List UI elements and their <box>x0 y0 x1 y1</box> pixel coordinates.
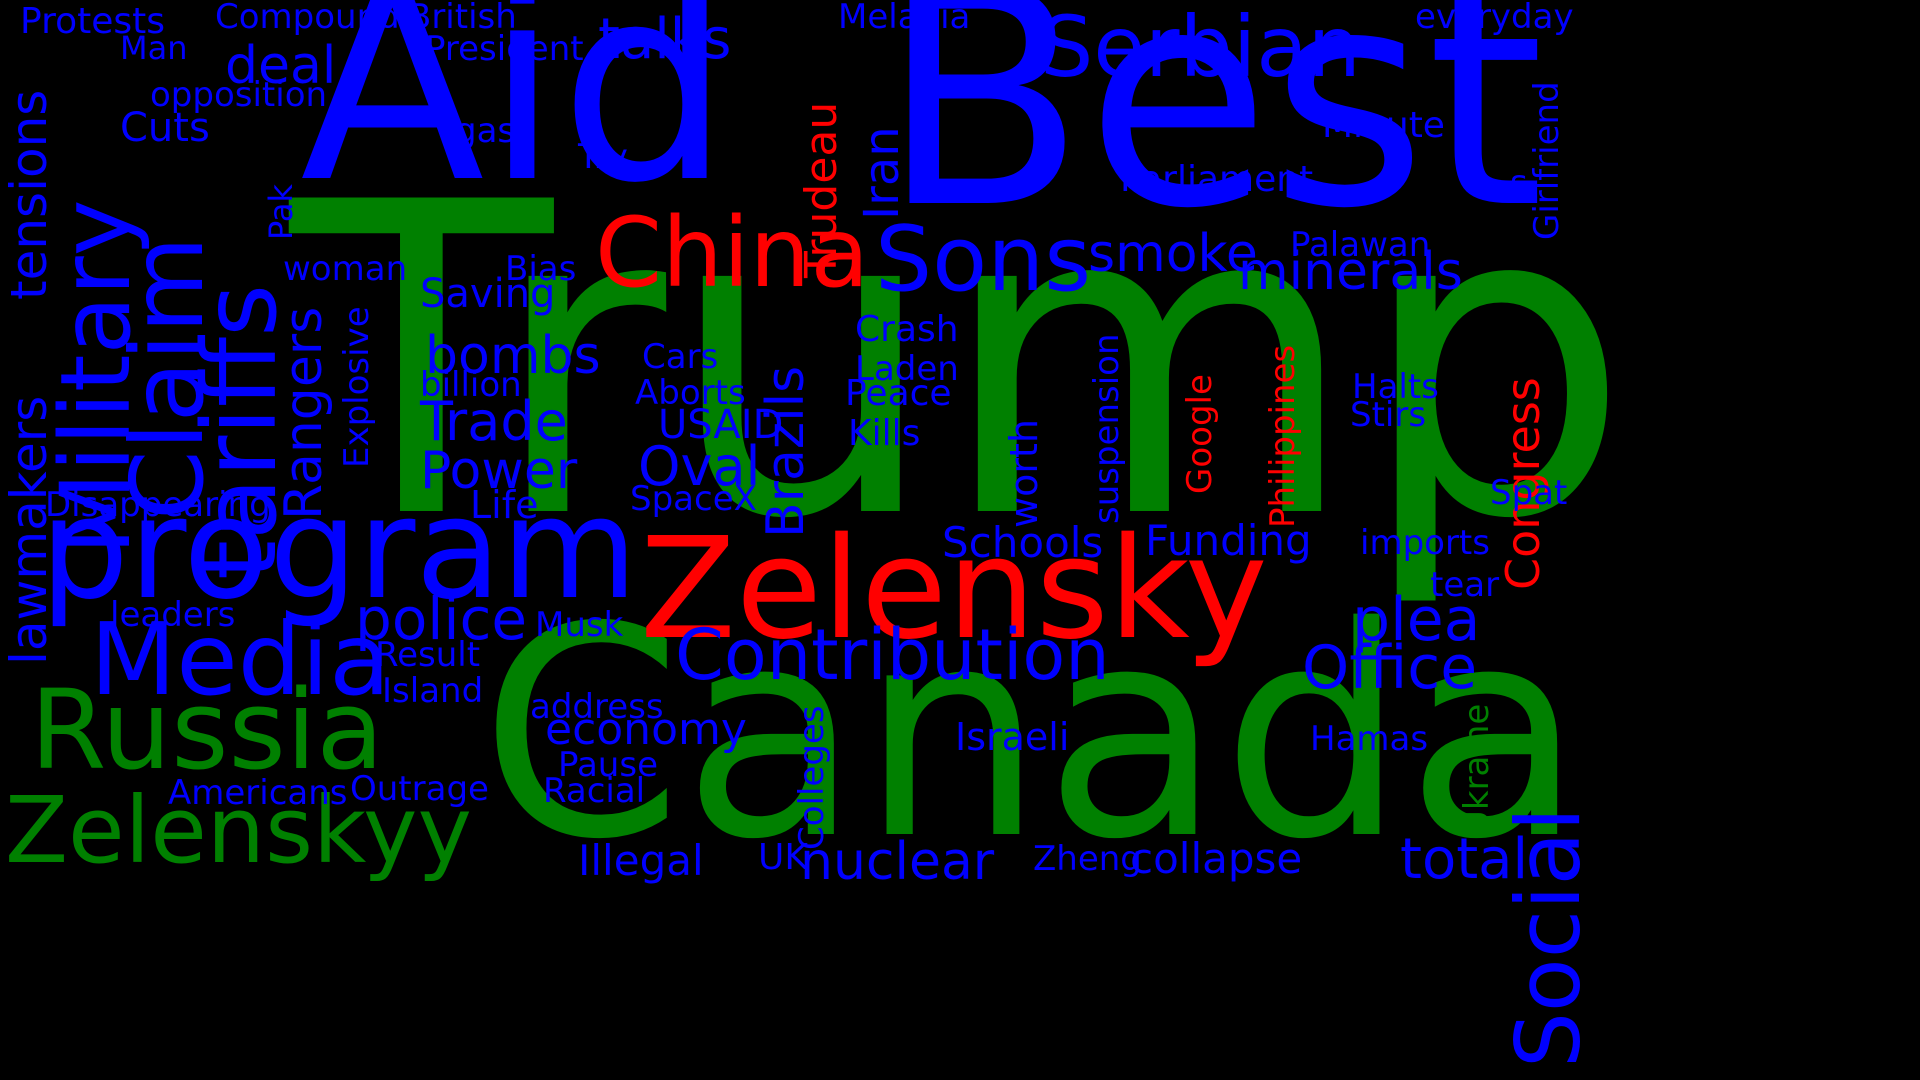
word-nuclear: nuclear <box>800 832 995 892</box>
word-lawmakers: lawmakers <box>0 395 58 665</box>
word-suspension: suspension <box>1087 333 1127 524</box>
word-try: Try <box>578 137 628 177</box>
word-british: British <box>408 0 517 37</box>
word-billion: billion <box>420 365 522 405</box>
word-uk: UK <box>758 837 808 878</box>
word-brazils: Brazils <box>756 365 816 538</box>
word-google: Google <box>1180 374 1220 494</box>
word-result: Result <box>375 635 481 675</box>
word-kills: Kills <box>848 413 921 454</box>
word-everyday: everyday <box>1415 0 1574 37</box>
word-leaders: leaders <box>110 595 236 635</box>
word-island: Island <box>382 671 484 711</box>
word-spacex: SpaceX <box>630 479 757 519</box>
word-girlfriend: Girlfriend <box>1527 81 1567 240</box>
word-disappearing: Disappearing <box>45 485 271 525</box>
word-peace: Peace <box>845 373 952 414</box>
word-melania: Melania <box>838 0 971 37</box>
word-rangers: Rangers <box>274 306 334 520</box>
word-schools: Schools <box>942 518 1104 567</box>
word-parliament: Parliament <box>1120 159 1314 200</box>
word-saving: Saving <box>420 271 556 317</box>
word-sons: Sons <box>875 207 1092 312</box>
word-aid: Aid <box>300 0 732 242</box>
word-plea: plea <box>1352 585 1481 655</box>
word-best: Best <box>880 0 1545 274</box>
word-laden: Laden <box>855 349 959 389</box>
word-hamas: Hamas <box>1310 719 1429 759</box>
word-woman: woman <box>283 249 408 289</box>
word-total: total <box>1400 827 1529 892</box>
word-usaid: USAID <box>658 402 784 448</box>
word-minute: Minute <box>1322 105 1445 146</box>
word-address: address <box>530 687 664 727</box>
word-imports: imports <box>1360 523 1490 563</box>
word-opposition: opposition <box>150 75 328 115</box>
word-cars: Cars <box>642 337 719 377</box>
word-man: Man <box>120 29 188 67</box>
word-outrage: Outrage <box>350 769 489 809</box>
word-economy: economy <box>545 704 747 755</box>
word-iran: Iran <box>854 126 910 220</box>
word-media: Media <box>90 601 391 718</box>
word-spat: Spat <box>1490 473 1568 513</box>
word-china: China <box>595 197 870 309</box>
word-zheng: Zheng <box>1033 839 1142 879</box>
word-collapse: collapse <box>1130 834 1303 883</box>
word-power: Power <box>420 441 578 501</box>
word-contribution: Contribution <box>675 614 1110 696</box>
word-smoke: smoke <box>1088 224 1258 284</box>
word-oval: Oval <box>638 435 761 498</box>
word-compound: Compound <box>215 0 400 37</box>
word-s: s <box>1510 163 1528 203</box>
word-bias: Bias <box>505 249 577 289</box>
word-russia: Russia <box>30 666 384 794</box>
word-trump: Trump <box>290 113 1631 613</box>
word-serbian: Serbian <box>1040 0 1361 96</box>
word-gas: gas <box>455 111 516 151</box>
word-philippines: Philippines <box>1263 344 1303 528</box>
word-tensions: tensions <box>0 89 58 300</box>
word-racial: Racial <box>543 771 646 811</box>
word-worth: worth <box>1002 419 1046 528</box>
word-colleges: Colleges <box>792 705 832 850</box>
word-musk: Musk <box>535 605 624 645</box>
word-president: President <box>425 29 584 69</box>
word-explosive: Explosive <box>337 306 377 468</box>
word-crash: Crash <box>855 309 959 350</box>
word-deal: deal <box>225 36 337 96</box>
word-palawan: Palawan <box>1290 225 1431 265</box>
word-talks: talks <box>598 7 732 72</box>
word-trade: Trade <box>420 390 568 453</box>
word-trudeau: Trudeau <box>796 101 847 278</box>
word-illegal: Illegal <box>578 836 704 885</box>
word-police: police <box>355 585 528 653</box>
word-canada: Canada <box>480 566 1584 903</box>
word-americans: Americans <box>168 773 348 813</box>
word-zelensky: Zelensky <box>640 508 1268 671</box>
word-protests: Protests <box>20 1 166 42</box>
word-tear: tear <box>1430 565 1500 605</box>
word-pause: Pause <box>558 745 658 785</box>
word-ukraine: Ukraine <box>1457 703 1497 835</box>
word-program: program <box>40 468 638 631</box>
word-halts: Halts <box>1352 367 1439 407</box>
word-israeli: Israeli <box>955 715 1070 759</box>
word-office: Office <box>1302 633 1478 703</box>
word-life: Life <box>470 483 539 527</box>
word-bombs: bombs <box>425 326 601 386</box>
word-cuts: Cuts <box>120 105 210 151</box>
word-funding: Funding <box>1145 516 1312 565</box>
word-stirs: Stirs <box>1350 395 1427 435</box>
word-zelenskyy: Zelenskyy <box>5 777 472 884</box>
word-aborts: Aborts <box>635 373 746 413</box>
word-minerals: minerals <box>1238 242 1463 302</box>
word-pak: Pak <box>262 184 300 240</box>
